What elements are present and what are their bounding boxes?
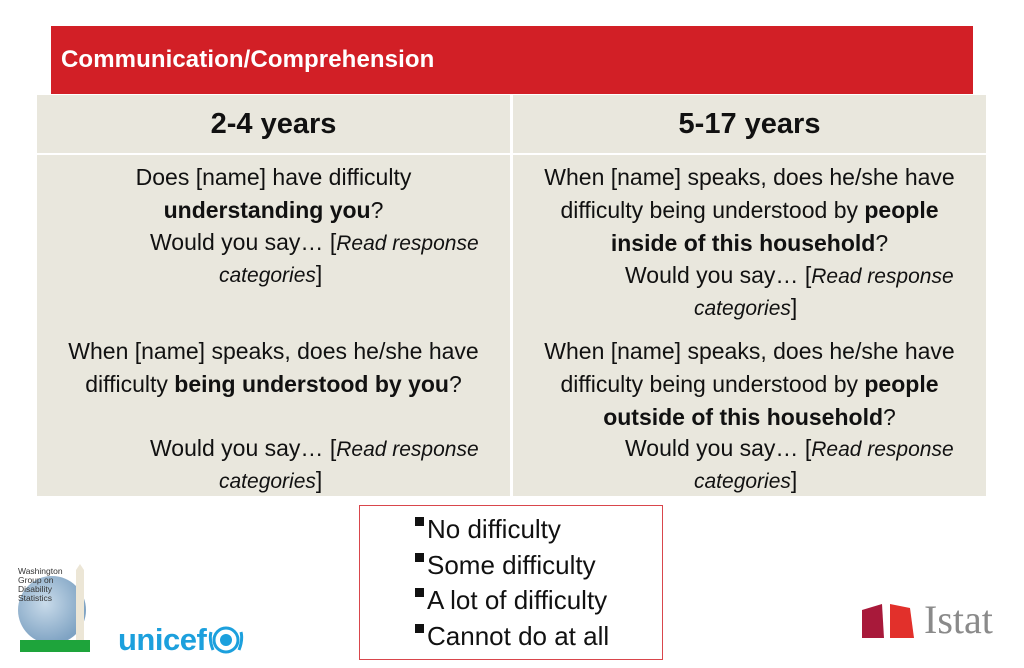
question-text-part: difficulty being understood by [560,371,865,397]
column-2-4-questions: Does [name] have difficulty understandin… [37,155,510,496]
response-option: Cannot do at all [415,619,609,655]
question-emphasis: outside of this household [603,404,884,430]
prompt-text: ] [315,261,323,287]
question-text-part: difficulty [85,371,175,397]
prompt-text: Would you say… [ [150,435,337,461]
istat-blocks-icon [862,604,914,638]
question-text-part: difficulty being understood by [560,197,865,223]
prompt-text: Would you say… [ [150,229,337,255]
section-banner: Communication/Comprehension [51,26,973,94]
response-option-label: Some difficulty [427,549,596,580]
question-emphasis: being understood by you [174,371,449,397]
question-text: Does [name] have difficulty [135,164,412,190]
section-title: Communication/Comprehension [61,46,435,73]
question-text: outside of this household? [513,401,986,434]
washington-group-globe-icon: Washington Group on Disability Statistic… [18,564,90,652]
column-header-label: 2-4 years [210,107,337,140]
prompt-text: ] [790,467,798,493]
prompt-read-categories: Would you say… [Read response categories… [625,260,975,324]
response-option: No difficulty [415,512,609,548]
question-text: inside of this household? [513,227,986,260]
svg-text:Disability: Disability [18,584,53,594]
question-understanding-you: Does [name] have difficulty understandin… [37,161,510,227]
column-header-label: 5-17 years [678,107,821,140]
bullet-square-icon [415,517,424,526]
response-option-label: No difficulty [427,514,561,544]
prompt-text: Would you say… [ [625,435,812,461]
bullet-square-icon [415,588,424,597]
bullet-square-icon [415,623,424,633]
response-option-label: Cannot do at all [427,620,610,651]
prompt-read-categories: Would you say… [Read response categories… [625,433,975,497]
washington-group-logo: Washington Group on Disability Statistic… [16,564,90,654]
bullet-square-icon [415,552,424,562]
question-text: difficulty being understood by people [513,368,986,401]
column-header-5-17-years: 5-17 years [513,95,986,153]
question-people-outside-household: When [name] speaks, does he/she have dif… [513,335,986,434]
question-emphasis: people [864,197,939,223]
question-emphasis: people [864,371,939,397]
prompt-text: ] [790,294,798,320]
prompt-italic: Read response [336,438,479,461]
svg-text:Statistics: Statistics [18,593,52,603]
response-categories-box: No difficulty Some difficulty A lot of d… [359,505,663,660]
question-text: understanding you? [37,194,510,227]
unicef-emblem-icon [209,626,244,654]
prompt-italic: categories [219,264,316,287]
question-mark: ? [370,197,384,223]
prompt-text: Would you say… [ [625,262,812,288]
prompt-italic: Read response [811,265,954,288]
question-mark: ? [883,404,896,430]
response-option-label: A lot of difficulty [427,585,608,615]
question-people-inside-household: When [name] speaks, does he/she have dif… [513,161,986,260]
questions-table: 2-4 years 5-17 years Does [name] have di… [37,95,986,496]
response-option: Some difficulty [415,548,609,584]
question-emphasis: inside of this household [610,230,876,256]
question-text: difficulty being understood by people [513,194,986,227]
prompt-text: ] [315,467,323,493]
unicef-wordmark: unicef [118,622,207,657]
question-being-understood-by-you: When [name] speaks, does he/she have dif… [37,335,510,401]
question-mark: ? [875,230,889,256]
question-mark: ? [449,371,462,397]
prompt-read-categories: Would you say… [Read response categories… [150,433,500,497]
istat-wordmark: Istat [924,597,993,642]
istat-logo: Istat [860,598,993,640]
question-text: When [name] speaks, does he/she have [544,338,955,364]
prompt-italic: categories [219,470,316,493]
prompt-italic: categories [694,470,791,493]
question-text: difficulty being understood by you? [37,368,510,401]
prompt-italic: Read response [811,438,954,461]
column-header-2-4-years: 2-4 years [37,95,510,153]
prompt-italic: categories [694,297,791,320]
question-text: When [name] speaks, does he/she have [68,338,479,364]
question-emphasis: understanding you [163,197,371,223]
unicef-logo: unicef [118,620,244,660]
response-option: A lot of difficulty [415,583,609,619]
prompt-italic: Read response [336,232,479,255]
prompt-read-categories: Would you say… [Read response categories… [150,227,500,291]
column-5-17-questions: When [name] speaks, does he/she have dif… [513,155,986,496]
svg-text:Group on: Group on [18,575,54,585]
svg-text:Washington: Washington [18,566,63,576]
response-categories-list: No difficulty Some difficulty A lot of d… [415,512,609,654]
question-text: When [name] speaks, does he/she have [544,164,955,190]
